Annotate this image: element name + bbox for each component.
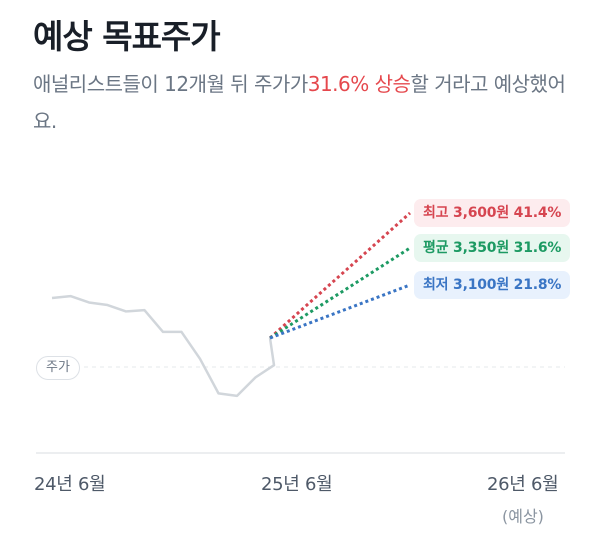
current-price-tag: 주가 [36, 356, 80, 380]
target-badge-avg: 평균 3,350원 31.6% [414, 234, 571, 262]
page-title: 예상 목표주가 [33, 17, 221, 56]
target-line-low [269, 283, 411, 340]
x-label-start: 24년 6월 [34, 474, 106, 495]
x-label-forecast: (예상) [502, 507, 544, 526]
target-line-high [269, 211, 411, 340]
history-line [51, 294, 276, 398]
subtitle-text: 애널리스트들이 12개월 뒤 주가가 [33, 72, 308, 96]
target-badge-high: 최고 3,600원 41.4% [414, 199, 571, 227]
page-subtitle: 애널리스트들이 12개월 뒤 주가가31.6% 상승할 거라고 예상했어요. [33, 66, 573, 140]
target-line-avg [269, 246, 411, 340]
subtitle-highlight: 31.6% 상승 [307, 72, 411, 96]
subtitle-text-end: 할 거라고 예상했어요. [33, 72, 566, 133]
target-badge-low: 최저 3,100원 21.8% [414, 271, 571, 299]
x-label-end: 26년 6월 [487, 474, 559, 495]
x-label-mid: 25년 6월 [261, 474, 333, 495]
